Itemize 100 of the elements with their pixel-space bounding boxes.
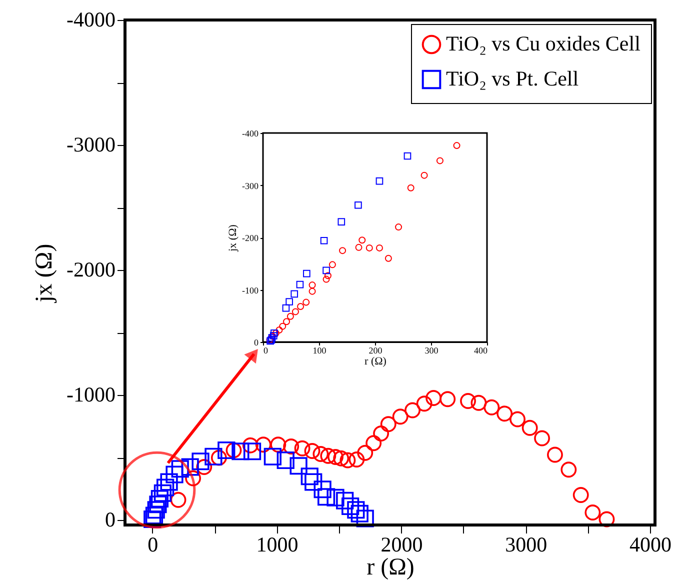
point	[440, 391, 456, 408]
point	[282, 304, 290, 312]
point	[358, 236, 366, 244]
x-axis-title: r (Ω)	[364, 356, 387, 368]
point	[534, 430, 550, 446]
point	[356, 510, 374, 528]
point	[547, 446, 563, 463]
point	[340, 452, 356, 468]
point	[302, 298, 310, 306]
point	[286, 298, 293, 306]
point	[584, 504, 601, 520]
point	[255, 436, 272, 453]
legend-label: TiO₂ vs Pt. Cell	[446, 66, 579, 90]
point	[420, 172, 428, 179]
point	[308, 282, 316, 289]
point	[324, 272, 332, 280]
x-axis-title: r (Ω)	[366, 554, 414, 580]
point	[322, 276, 330, 283]
point	[384, 254, 392, 262]
point	[366, 435, 382, 452]
point	[572, 487, 589, 503]
point	[436, 157, 444, 164]
x-tick-label: 0	[148, 532, 158, 556]
y-tick-label: 0	[105, 508, 116, 532]
y-tick-label: -2000	[66, 258, 116, 282]
y-axis-title: jx (Ω)	[227, 224, 240, 252]
point	[392, 408, 408, 425]
point	[276, 326, 283, 334]
point	[484, 399, 500, 416]
point	[522, 420, 538, 436]
point	[338, 218, 346, 226]
point	[156, 478, 174, 496]
point	[336, 492, 354, 510]
point	[297, 302, 304, 310]
point	[304, 473, 322, 491]
point	[283, 318, 290, 326]
point	[366, 244, 373, 252]
y-tick-label: 0	[254, 338, 259, 348]
point	[303, 270, 310, 278]
x-tick-label: 400	[474, 346, 488, 356]
point	[147, 501, 165, 519]
point	[460, 393, 476, 409]
point	[395, 224, 402, 231]
point	[510, 411, 526, 428]
point	[264, 448, 282, 466]
point	[283, 438, 300, 454]
point	[242, 437, 258, 454]
point	[243, 442, 262, 460]
point	[286, 312, 294, 320]
point	[333, 450, 350, 466]
legend-label: TiO₂ vs Cu oxides Cell	[446, 32, 641, 56]
point	[326, 488, 344, 506]
point	[149, 496, 167, 514]
point	[292, 308, 299, 316]
point	[192, 452, 210, 470]
point	[407, 184, 414, 192]
point	[181, 458, 199, 476]
point	[270, 436, 286, 453]
point	[404, 402, 420, 418]
point	[185, 470, 202, 486]
point	[171, 460, 189, 478]
point	[312, 446, 329, 462]
y-tick-label: -1000	[66, 382, 116, 406]
x-tick-label: 3000	[505, 532, 548, 556]
point	[560, 462, 577, 478]
point	[416, 396, 432, 412]
x-tick-label: 2000	[380, 532, 423, 556]
y-tick-label: -3000	[66, 132, 116, 156]
x-tick-label: 0	[264, 346, 268, 356]
point	[218, 441, 236, 460]
point	[350, 504, 368, 522]
point	[166, 466, 184, 484]
point	[204, 448, 222, 466]
point	[196, 459, 212, 475]
point	[355, 244, 362, 251]
point	[357, 444, 374, 461]
point	[294, 440, 310, 456]
point	[376, 244, 383, 252]
point	[404, 152, 412, 160]
point	[496, 406, 513, 422]
point	[317, 488, 336, 506]
point	[226, 442, 242, 458]
y-axis-title: jx (Ω)	[32, 244, 58, 304]
x-tick-label: 4000	[630, 532, 672, 556]
point	[320, 236, 328, 244]
point	[320, 448, 336, 464]
point	[145, 506, 164, 524]
y-tick-label: -4000	[66, 8, 116, 32]
point	[470, 394, 487, 411]
point	[290, 290, 298, 298]
point	[380, 416, 396, 432]
point	[426, 390, 442, 406]
y-tick-label: -200	[242, 233, 259, 243]
point	[376, 177, 384, 185]
point	[373, 426, 390, 442]
point	[160, 473, 178, 491]
point	[453, 142, 460, 150]
point	[290, 457, 308, 475]
point	[279, 322, 286, 330]
point	[348, 452, 365, 468]
